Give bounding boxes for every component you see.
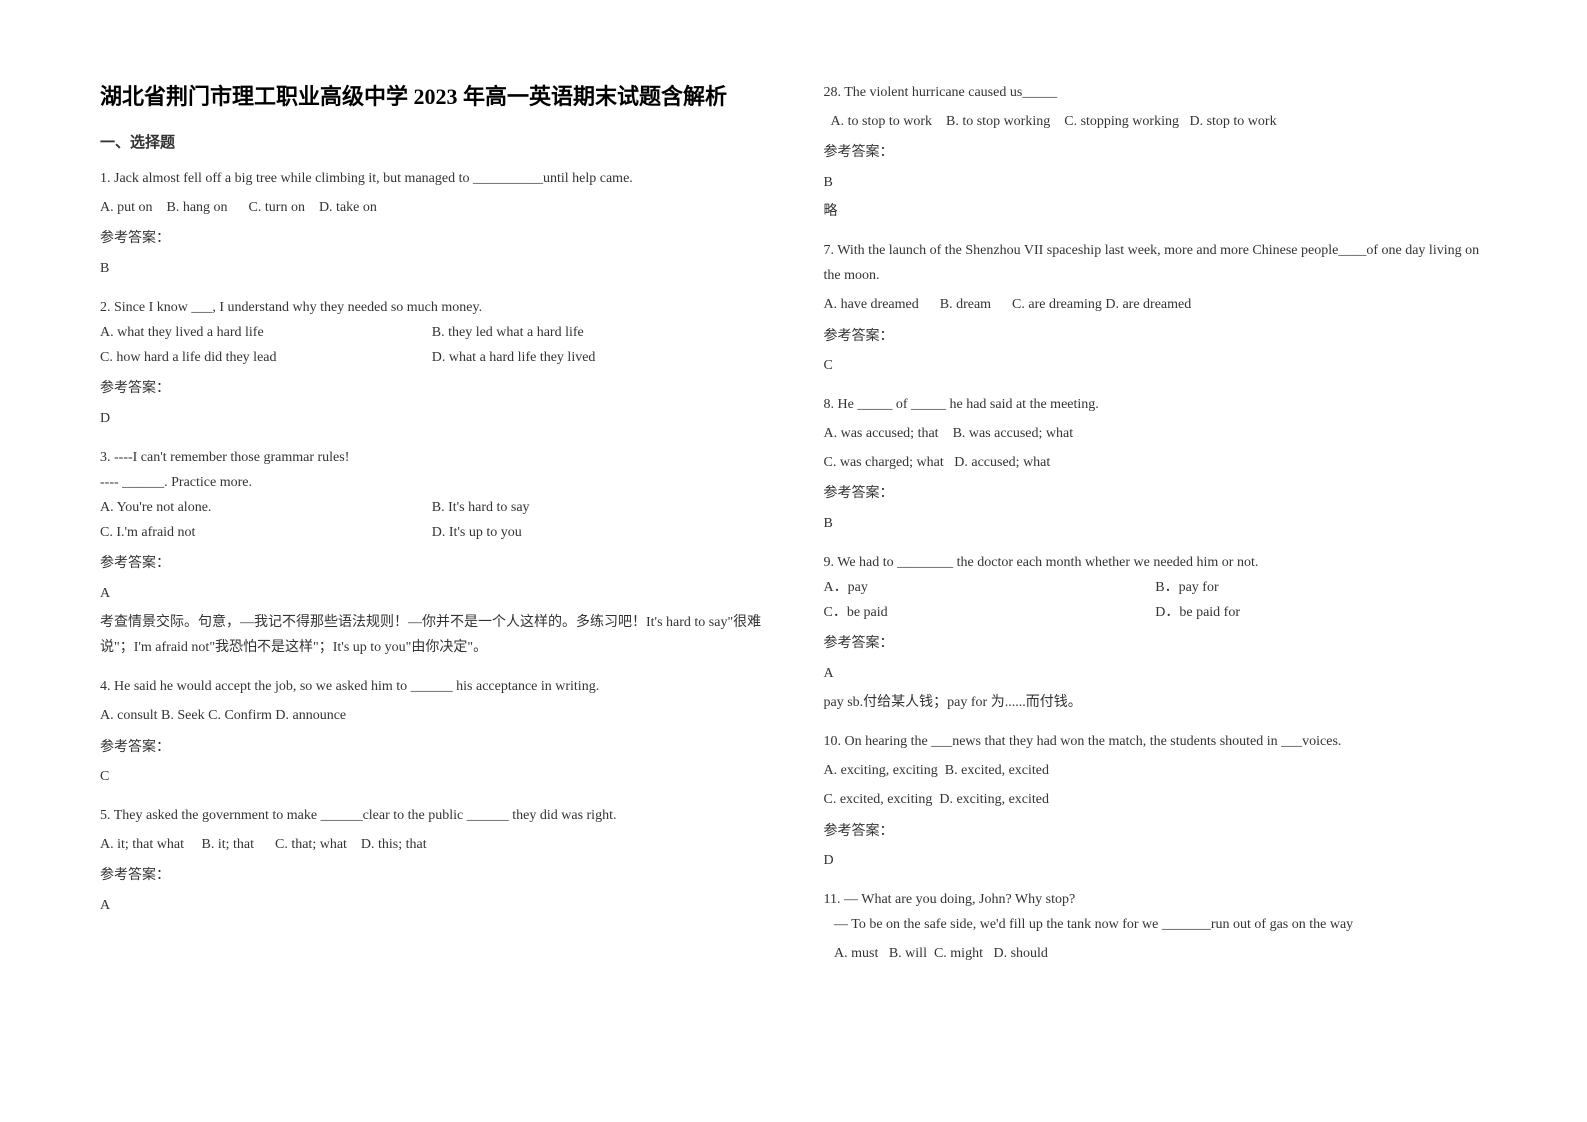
question-4: 4. He said he would accept the job, so w… — [100, 674, 764, 789]
option-d: D. what a hard life they lived — [432, 345, 764, 370]
question-2: 2. Since I know ___, I understand why th… — [100, 295, 764, 431]
options-row: C. I.'m afraid not D. It's up to you — [100, 520, 764, 545]
question-5: 5. They asked the government to make ___… — [100, 803, 764, 918]
question-9: 9. We had to ________ the doctor each mo… — [824, 550, 1488, 715]
answer-value: D — [100, 406, 764, 431]
question-text-line2: — To be on the safe side, we'd fill up t… — [824, 912, 1488, 937]
question-text: 4. He said he would accept the job, so w… — [100, 674, 764, 699]
answer-value: B — [824, 170, 1488, 195]
question-text: 5. They asked the government to make ___… — [100, 803, 764, 828]
answer-value: A — [100, 893, 764, 918]
option-a: A. what they lived a hard life — [100, 320, 432, 345]
answer-value: D — [824, 848, 1488, 873]
answer-label: 参考答案： — [824, 819, 1488, 844]
right-column: 28. The violent hurricane caused us_____… — [824, 80, 1488, 980]
options-row: A. have dreamed B. dream C. are dreaming… — [824, 292, 1488, 317]
answer-value: C — [100, 764, 764, 789]
answer-value: A — [100, 581, 764, 606]
options-ab: A. was accused; that B. was accused; wha… — [824, 421, 1488, 446]
answer-label: 参考答案： — [824, 140, 1488, 165]
question-3: 3. ----I can't remember those grammar ru… — [100, 445, 764, 661]
options-row: A. must B. will C. might D. should — [824, 941, 1488, 966]
answer-value: B — [824, 511, 1488, 536]
answer-value: C — [824, 353, 1488, 378]
left-column: 湖北省荆门市理工职业高级中学 2023 年高一英语期末试题含解析 一、选择题 1… — [100, 80, 764, 980]
question-text: 11. — What are you doing, John? Why stop… — [824, 887, 1488, 912]
question-text: 2. Since I know ___, I understand why th… — [100, 295, 764, 320]
answer-label: 参考答案： — [100, 863, 764, 888]
options-cd: C. excited, exciting D. exciting, excite… — [824, 787, 1488, 812]
answer-label: 参考答案： — [100, 226, 764, 251]
options-row: A. what they lived a hard life B. they l… — [100, 320, 764, 345]
options-row: A．pay B．pay for — [824, 575, 1488, 600]
options-row: A. consult B. Seek C. Confirm D. announc… — [100, 703, 764, 728]
section-header: 一、选择题 — [100, 131, 764, 152]
question-text-line2: ---- ______. Practice more. — [100, 470, 764, 495]
answer-label: 参考答案： — [824, 481, 1488, 506]
question-10: 10. On hearing the ___news that they had… — [824, 729, 1488, 873]
option-b: B. It's hard to say — [432, 495, 764, 520]
option-c: C. I.'m afraid not — [100, 520, 432, 545]
question-text: 9. We had to ________ the doctor each mo… — [824, 550, 1488, 575]
option-b: B. they led what a hard life — [432, 320, 764, 345]
option-d: D. It's up to you — [432, 520, 764, 545]
option-a: A．pay — [824, 575, 1156, 600]
explanation: 考查情景交际。句意，—我记不得那些语法规则！—你并不是一个人这样的。多练习吧！I… — [100, 610, 764, 660]
options-row: A. You're not alone. B. It's hard to say — [100, 495, 764, 520]
option-d: D．be paid for — [1155, 600, 1487, 625]
options-row: A. to stop to work B. to stop working C.… — [824, 109, 1488, 134]
question-text: 7. With the launch of the Shenzhou VII s… — [824, 238, 1488, 288]
main-title: 湖北省荆门市理工职业高级中学 2023 年高一英语期末试题含解析 — [100, 80, 764, 113]
answer-label: 参考答案： — [100, 735, 764, 760]
question-text: 10. On hearing the ___news that they had… — [824, 729, 1488, 754]
answer-label: 参考答案： — [824, 631, 1488, 656]
options-cd: C. was charged; what D. accused; what — [824, 450, 1488, 475]
question-7: 7. With the launch of the Shenzhou VII s… — [824, 238, 1488, 378]
option-c: C. how hard a life did they lead — [100, 345, 432, 370]
question-1: 1. Jack almost fell off a big tree while… — [100, 166, 764, 281]
option-c: C．be paid — [824, 600, 1156, 625]
explanation: pay sb.付给某人钱；pay for 为......而付钱。 — [824, 690, 1488, 715]
answer-value: B — [100, 256, 764, 281]
options-ab: A. exciting, exciting B. excited, excite… — [824, 758, 1488, 783]
question-28: 28. The violent hurricane caused us_____… — [824, 80, 1488, 224]
question-text: 28. The violent hurricane caused us_____ — [824, 80, 1488, 105]
question-text: 3. ----I can't remember those grammar ru… — [100, 445, 764, 470]
option-b: B．pay for — [1155, 575, 1487, 600]
question-text: 8. He _____ of _____ he had said at the … — [824, 392, 1488, 417]
options-row: A. it; that what B. it; that C. that; wh… — [100, 832, 764, 857]
answer-label: 参考答案： — [100, 376, 764, 401]
page-container: 湖北省荆门市理工职业高级中学 2023 年高一英语期末试题含解析 一、选择题 1… — [100, 80, 1487, 980]
options-row: C. how hard a life did they lead D. what… — [100, 345, 764, 370]
question-8: 8. He _____ of _____ he had said at the … — [824, 392, 1488, 536]
option-a: A. You're not alone. — [100, 495, 432, 520]
answer-value: A — [824, 661, 1488, 686]
options-row: C．be paid D．be paid for — [824, 600, 1488, 625]
options-row: A. put on B. hang on C. turn on D. take … — [100, 195, 764, 220]
question-11: 11. — What are you doing, John? Why stop… — [824, 887, 1488, 967]
answer-label: 参考答案： — [100, 551, 764, 576]
answer-label: 参考答案： — [824, 324, 1488, 349]
note: 略 — [824, 199, 1488, 224]
question-text: 1. Jack almost fell off a big tree while… — [100, 166, 764, 191]
